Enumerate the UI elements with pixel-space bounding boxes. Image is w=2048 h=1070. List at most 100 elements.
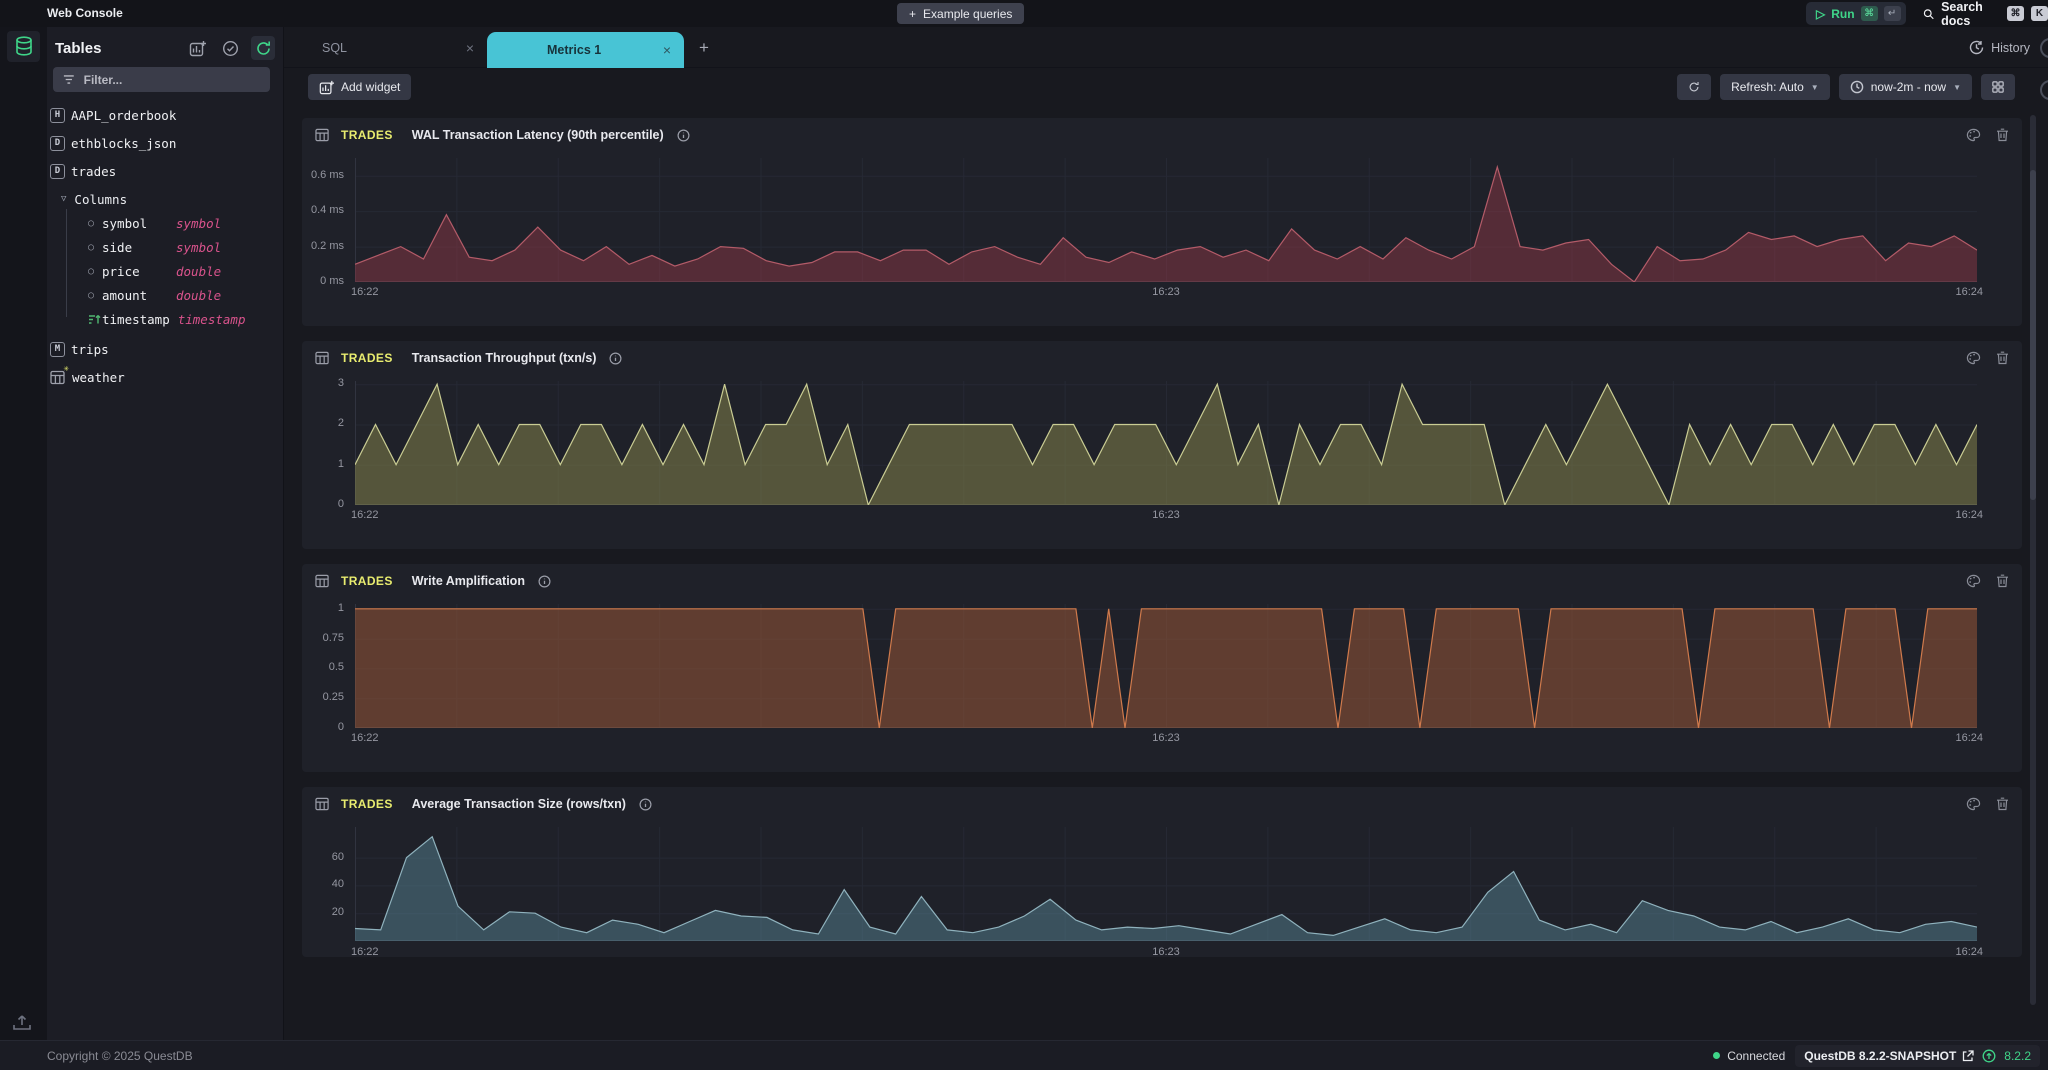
y-tick-label: 40 bbox=[331, 878, 344, 891]
table-grid-icon bbox=[315, 128, 330, 142]
y-tick-label: 1 bbox=[337, 601, 344, 614]
tree-guide-line bbox=[66, 209, 67, 317]
area-chart-txn-throughput[interactable] bbox=[354, 381, 1978, 507]
check-circle-icon bbox=[222, 40, 238, 56]
run-button[interactable]: ▷ Run ⌘ ↵ bbox=[1806, 2, 1906, 25]
info-icon[interactable] bbox=[609, 351, 622, 365]
grid-icon bbox=[1992, 81, 2004, 93]
column-row-timestamp[interactable]: timestamp timestamp bbox=[47, 309, 283, 329]
palette-icon[interactable] bbox=[1966, 574, 1981, 588]
add-widget-button[interactable]: Add widget bbox=[308, 74, 412, 100]
layout-grid-button[interactable] bbox=[1981, 74, 2015, 100]
column-row-amount[interactable]: ○ amount double bbox=[88, 287, 222, 303]
area-chart-write-amplification[interactable] bbox=[355, 604, 1978, 729]
column-type: timestamp bbox=[177, 311, 246, 327]
table-filter-field[interactable] bbox=[53, 67, 270, 92]
widget-title: Transaction Throughput (txn/s) bbox=[411, 351, 597, 365]
table-row-weather[interactable]: ✳ weather bbox=[47, 363, 283, 387]
columns-toggle[interactable]: ▽ Columns bbox=[61, 191, 128, 207]
column-type: double bbox=[176, 287, 222, 303]
trash-icon[interactable] bbox=[1996, 797, 2009, 811]
chart-add-icon bbox=[189, 40, 206, 56]
info-icon[interactable] bbox=[538, 574, 551, 588]
column-circle-icon: ○ bbox=[88, 265, 95, 277]
widget-table-name: TRADES bbox=[341, 128, 393, 142]
chart-add-icon bbox=[319, 80, 334, 94]
table-grid-icon bbox=[315, 574, 330, 588]
trash-icon[interactable] bbox=[1996, 574, 2009, 588]
left-icon-rail bbox=[0, 27, 47, 1040]
version-tile: QuestDB 8.2.2-SNAPSHOT 8.2.2 bbox=[1795, 1044, 2040, 1067]
area-chart-avg-txn-size[interactable] bbox=[354, 827, 1978, 941]
y-tick-label: 60 bbox=[331, 850, 344, 863]
update-version-text[interactable]: 8.2.2 bbox=[2004, 1048, 2031, 1063]
chevron-down-icon: ▼ bbox=[1953, 82, 1961, 92]
column-row-side[interactable]: ○ side symbol bbox=[88, 239, 222, 255]
widget-table-name: TRADES bbox=[341, 797, 393, 811]
search-docs-button[interactable]: Search docs ⌘ K bbox=[1923, 0, 2048, 28]
trash-icon[interactable] bbox=[1996, 351, 2009, 365]
tab-metrics-active[interactable]: Metrics 1 × bbox=[487, 32, 684, 68]
star-icon: ✳ bbox=[63, 363, 69, 374]
column-row-price[interactable]: ○ price double bbox=[88, 263, 222, 279]
refresh-mode-dropdown[interactable]: Refresh: Auto ▼ bbox=[1720, 74, 1830, 100]
import-files-button[interactable] bbox=[12, 1014, 32, 1032]
filter-icon bbox=[63, 75, 74, 84]
external-link-icon bbox=[1963, 1049, 1974, 1061]
add-metrics-button[interactable] bbox=[185, 36, 209, 60]
x-axis-labels: 16:22 16:23 16:24 bbox=[351, 946, 1983, 958]
close-icon[interactable]: × bbox=[465, 39, 474, 56]
version-link[interactable]: QuestDB 8.2.2-SNAPSHOT bbox=[1804, 1049, 1974, 1063]
chevron-down-icon: ▽ bbox=[61, 194, 67, 204]
table-row-trades[interactable]: D trades bbox=[47, 161, 283, 181]
column-row-symbol[interactable]: ○ symbol symbol bbox=[88, 215, 222, 231]
table-row-trips[interactable]: M trips bbox=[47, 339, 283, 359]
tab-sql[interactable]: SQL × bbox=[322, 39, 474, 56]
time-range-dropdown[interactable]: now-2m - now ▼ bbox=[1838, 74, 1972, 100]
table-filter-input[interactable] bbox=[83, 72, 260, 87]
close-icon[interactable]: × bbox=[662, 42, 671, 58]
table-row-ethblocks-json[interactable]: D ethblocks_json bbox=[47, 133, 283, 153]
auto-refresh-tables-button[interactable] bbox=[251, 36, 275, 60]
table-grid-icon bbox=[315, 351, 330, 365]
y-tick-label: 2 bbox=[337, 417, 344, 430]
y-axis-labels: 1 0.75 0.5 0.25 0 bbox=[302, 601, 350, 733]
info-icon[interactable] bbox=[639, 797, 652, 811]
update-available-icon[interactable] bbox=[1982, 1049, 1996, 1063]
table-row-aapl-orderbook[interactable]: H AAPL_orderbook bbox=[47, 105, 283, 125]
column-type: symbol bbox=[176, 239, 222, 255]
cmd-key-badge: ⌘ bbox=[2007, 6, 2024, 21]
app-title: Web Console bbox=[47, 6, 123, 20]
connection-status: Connected bbox=[1713, 1049, 1785, 1063]
refresh-now-button[interactable] bbox=[1677, 74, 1712, 100]
partition-badge-icon: H bbox=[50, 107, 65, 123]
palette-icon[interactable] bbox=[1966, 128, 1981, 142]
y-tick-label: 0 bbox=[337, 498, 344, 510]
widget-title: WAL Transaction Latency (90th percentile… bbox=[411, 128, 664, 142]
tables-panel-toggle[interactable] bbox=[7, 31, 40, 62]
status-bar: Copyright © 2025 QuestDB Connected Quest… bbox=[0, 1040, 2048, 1070]
enter-key-badge: ↵ bbox=[1883, 6, 1901, 21]
area-chart-wal-latency[interactable] bbox=[354, 158, 1978, 283]
table-grid-icon bbox=[315, 797, 330, 811]
info-icon[interactable] bbox=[677, 128, 690, 142]
y-tick-label: 0.2 ms bbox=[310, 239, 344, 252]
new-tab-button[interactable]: + bbox=[699, 38, 709, 57]
history-button[interactable]: History bbox=[1969, 27, 2030, 68]
vertical-scrollbar[interactable] bbox=[2030, 115, 2036, 1005]
column-circle-icon: ○ bbox=[88, 289, 95, 301]
scrollbar-thumb[interactable] bbox=[2030, 170, 2036, 500]
y-axis-labels: 0.6 ms 0.4 ms 0.2 ms 0 ms bbox=[302, 158, 350, 287]
example-queries-button[interactable]: + Example queries bbox=[897, 3, 1025, 24]
tables-tree: H AAPL_orderbook D ethblocks_json D trad… bbox=[47, 105, 283, 395]
select-tables-button[interactable] bbox=[218, 36, 242, 60]
x-axis-labels: 16:22 16:23 16:24 bbox=[351, 732, 1983, 744]
trash-icon[interactable] bbox=[1996, 128, 2009, 142]
widget-title: Write Amplification bbox=[411, 574, 525, 588]
palette-icon[interactable] bbox=[1966, 797, 1981, 811]
search-icon bbox=[1923, 8, 1934, 19]
tab-bar: SQL × Metrics 1 × + History bbox=[284, 27, 2048, 68]
palette-icon[interactable] bbox=[1966, 351, 1981, 365]
y-tick-label: 0.75 bbox=[322, 631, 344, 644]
widgets-canvas: TRADES WAL Transaction Latency (90th per… bbox=[284, 106, 2048, 1040]
